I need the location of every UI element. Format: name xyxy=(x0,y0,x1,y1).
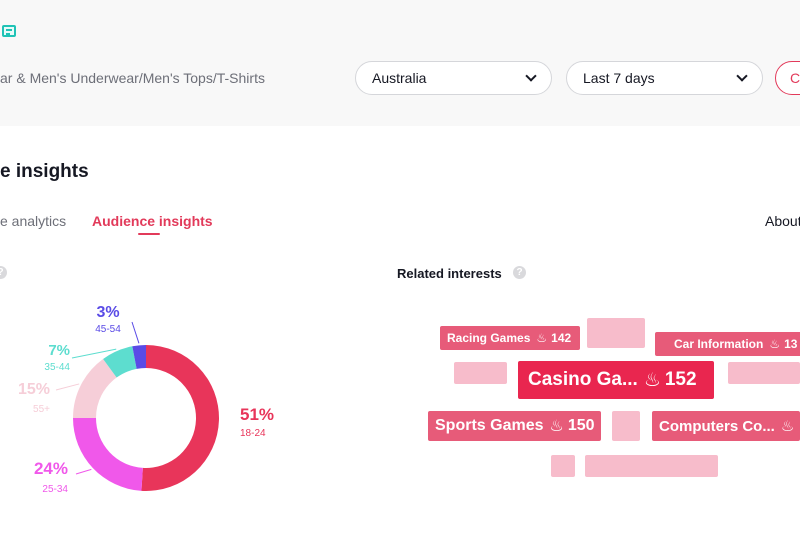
period-select-value: Last 7 days xyxy=(583,70,655,86)
country-select[interactable]: Australia xyxy=(355,61,552,95)
interest-placeholder-tag xyxy=(454,362,507,384)
flame-icon: ♨ xyxy=(549,418,564,435)
interest-tag-computers[interactable]: Computers Co... ♨ xyxy=(652,411,800,441)
donut-leader-line xyxy=(55,383,80,391)
donut-percent-label: 51% xyxy=(240,405,274,424)
donut-percent-label: 3% xyxy=(96,304,119,321)
donut-slice-55plus[interactable] xyxy=(73,358,117,418)
donut-percent-label: 24% xyxy=(34,459,68,478)
interest-count: 13 xyxy=(784,337,798,351)
interest-placeholder-tag xyxy=(587,318,645,348)
interest-label: Sports Games xyxy=(435,417,544,434)
flame-icon: ♨ xyxy=(769,337,781,351)
chevron-down-icon xyxy=(525,70,537,82)
tab-analytics[interactable]: e analytics xyxy=(0,213,67,229)
donut-leader-line xyxy=(75,468,92,475)
age-donut-chart: 51% 18-24 24% 25-34 15% 55+ 7% 35-44 3% 45-54 xyxy=(18,304,274,495)
interest-tag-car-information[interactable]: Car Information ♨ 13 xyxy=(655,332,800,356)
interest-label: Casino Ga... xyxy=(528,369,638,390)
chevron-down-icon xyxy=(736,70,748,82)
donut-age-label: 25-34 xyxy=(42,484,68,495)
interest-count: 152 xyxy=(664,369,697,390)
action-button[interactable]: C xyxy=(775,61,800,95)
interest-label: Computers Co... xyxy=(659,417,775,435)
donut-age-label: 45-54 xyxy=(95,324,121,335)
section-title: e insights xyxy=(0,161,89,182)
related-interests-title: Related interests xyxy=(397,266,502,281)
donut-leader-line xyxy=(71,348,117,359)
interest-tag-racing-games[interactable]: Racing Games ♨ 142 xyxy=(440,326,580,350)
interest-placeholder-tag xyxy=(612,411,640,441)
donut-slice-35-44[interactable] xyxy=(103,346,137,378)
interest-tag-casino-games[interactable]: Casino Ga... ♨ 152 xyxy=(518,361,714,399)
interest-placeholder-tag xyxy=(585,455,718,477)
donut-age-label: 35-44 xyxy=(44,362,70,373)
report-icon[interactable] xyxy=(2,25,16,37)
period-select[interactable]: Last 7 days xyxy=(566,61,763,95)
help-icon[interactable]: ? xyxy=(513,266,526,279)
interest-tag-sports-games[interactable]: Sports Games ♨ 150 xyxy=(428,411,601,441)
active-tab-indicator xyxy=(138,233,160,235)
interest-label: Car Information xyxy=(674,337,764,351)
donut-percent-label: 15% xyxy=(18,381,50,398)
country-select-value: Australia xyxy=(372,70,427,86)
donut-age-label: 18-24 xyxy=(240,428,266,439)
donut-slice-45-54[interactable] xyxy=(132,345,146,369)
donut-slice-18-24[interactable] xyxy=(141,345,219,491)
tab-audience-insights[interactable]: Audience insights xyxy=(92,213,213,229)
donut-leader-line xyxy=(131,321,140,344)
top-filter-bar: ar & Men's Underwear/Men's Tops/T-Shirts… xyxy=(0,0,800,126)
interest-label: Racing Games xyxy=(447,331,531,345)
interest-placeholder-tag xyxy=(728,362,800,384)
flame-icon: ♨ xyxy=(780,418,795,435)
interest-placeholder-tag xyxy=(551,455,575,477)
donut-percent-label: 7% xyxy=(48,342,70,359)
about-link[interactable]: About xyxy=(765,213,800,229)
donut-age-label: 55+ xyxy=(33,404,50,415)
interest-count: 142 xyxy=(551,331,572,345)
help-icon[interactable]: ? xyxy=(0,266,7,279)
interest-count: 150 xyxy=(567,417,595,434)
donut-slice-25-34[interactable] xyxy=(73,418,143,491)
flame-icon: ♨ xyxy=(643,369,661,391)
flame-icon: ♨ xyxy=(536,331,548,345)
category-breadcrumb: ar & Men's Underwear/Men's Tops/T-Shirts xyxy=(0,70,265,86)
